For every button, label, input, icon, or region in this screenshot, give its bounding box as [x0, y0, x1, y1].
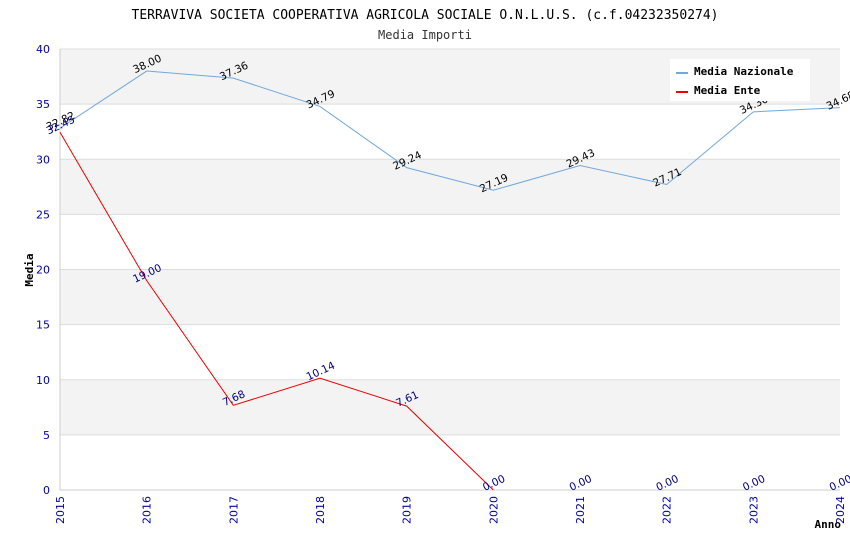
grid-band	[60, 379, 840, 435]
x-tick-label: 2018	[314, 496, 327, 524]
chart-subtitle: Media Importi	[378, 28, 472, 42]
x-tick-labels: 2015 2016 2017 2018 2019 2020 2021 2022 2023 2024	[54, 496, 847, 524]
grid-band	[60, 269, 840, 325]
y-tick-label: 0	[43, 484, 50, 497]
grid-band	[60, 159, 840, 215]
axes	[59, 49, 840, 491]
grid-band	[60, 214, 840, 270]
x-tick-label: 2024	[834, 496, 847, 524]
x-tick-label: 2015	[54, 496, 67, 524]
chart-title: TERRAVIVA SOCIETA COOPERATIVA AGRICOLA S…	[132, 8, 719, 23]
legend-label-media-nazionale: Media Nazionale	[694, 65, 794, 78]
grid-band	[60, 324, 840, 380]
x-tick-label: 2021	[574, 496, 587, 524]
legend-box	[670, 59, 810, 101]
x-tick-label: 2019	[401, 496, 414, 524]
y-tick-label: 40	[36, 43, 50, 56]
grid-band	[60, 104, 840, 160]
y-tick-label: 35	[36, 98, 50, 111]
y-axis-label: Media	[23, 253, 36, 286]
legend-label-media-ente: Media Ente	[694, 84, 761, 97]
x-axis-label: Anno	[815, 518, 842, 531]
series-line	[59, 131, 494, 491]
x-tick-label: 2022	[661, 496, 674, 524]
series-line	[59, 70, 841, 191]
y-tick-label: 20	[36, 264, 50, 277]
x-tick-label: 2016	[141, 496, 154, 524]
y-tick-labels: 0 5 10 15 20 25 30 35 40	[36, 43, 50, 497]
grid-bands	[60, 49, 840, 490]
legend: Media Nazionale Media Ente	[670, 59, 810, 101]
y-tick-label: 25	[36, 208, 50, 221]
y-tick-label: 15	[36, 319, 50, 332]
x-tick-label: 2017	[227, 496, 240, 524]
series-lines	[59, 70, 841, 491]
y-tick-label: 5	[43, 429, 50, 442]
x-tick-label: 2020	[487, 496, 500, 524]
y-tick-label: 10	[36, 374, 50, 387]
grid-band	[60, 434, 840, 490]
y-tick-label: 30	[36, 153, 50, 166]
x-tick-label: 2023	[747, 496, 760, 524]
